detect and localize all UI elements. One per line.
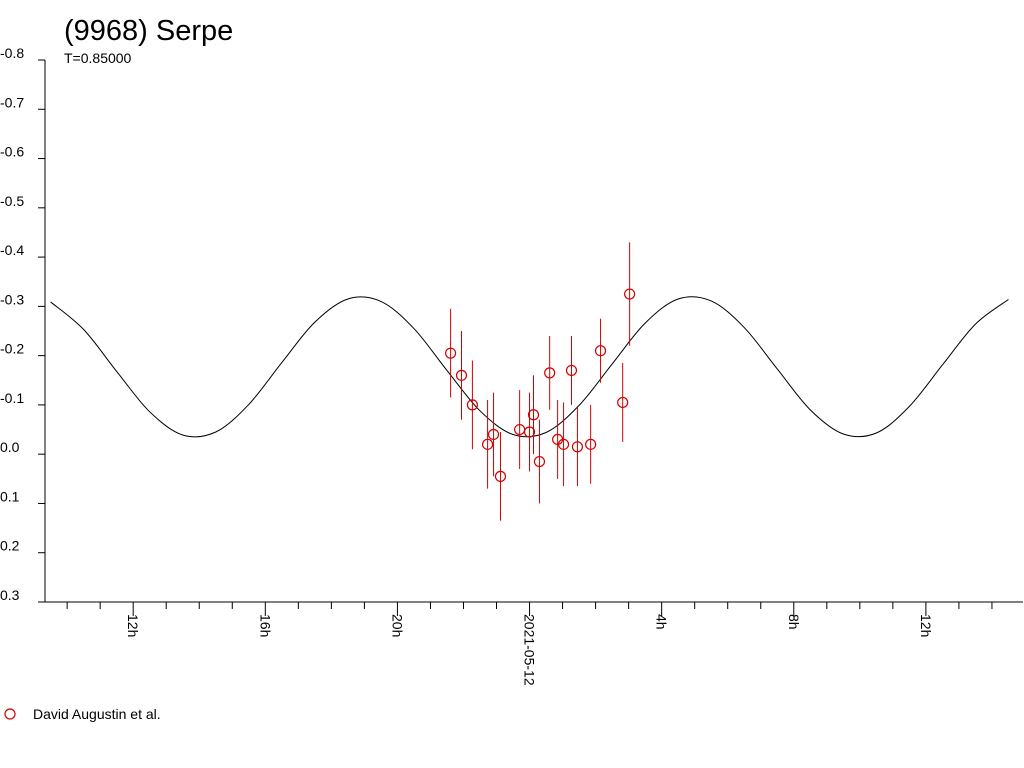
data-point xyxy=(455,369,468,381)
data-point xyxy=(571,441,584,453)
y-tick-label: -0.2 xyxy=(0,341,24,357)
data-point xyxy=(565,364,578,377)
legend-marker xyxy=(4,708,16,720)
x-tick-label: 16h xyxy=(257,614,273,637)
data-point xyxy=(557,438,570,450)
x-tick-label: 8h xyxy=(786,614,802,630)
data-point xyxy=(585,438,597,450)
legend-label: David Augustin et al. xyxy=(33,706,161,722)
y-tick-label: -0.4 xyxy=(0,242,24,258)
y-tick-label: -0.5 xyxy=(0,193,24,209)
y-tick-label: -0.6 xyxy=(0,144,24,160)
x-tick-label: 4h xyxy=(654,614,670,630)
data-point xyxy=(523,426,536,438)
y-tick-label: -0.7 xyxy=(0,94,24,110)
chart-subtitle: T=0.85000 xyxy=(64,50,132,66)
x-tick-label: 20h xyxy=(389,614,405,637)
y-tick-label: 0.2 xyxy=(0,538,20,554)
data-point xyxy=(533,455,546,468)
data-point xyxy=(487,428,500,441)
data-point xyxy=(624,288,636,300)
y-tick-label: -0.8 xyxy=(0,45,24,61)
chart-title: (9968) Serpe xyxy=(64,15,233,47)
data-point xyxy=(494,470,507,482)
y-tick-label: 0.3 xyxy=(0,587,20,603)
data-point xyxy=(481,438,494,450)
y-tick-label: -0.3 xyxy=(0,291,24,307)
data-point xyxy=(544,367,556,379)
data-point xyxy=(594,345,607,357)
data-point xyxy=(466,399,479,411)
x-tick-label: 2021-05-12 xyxy=(522,614,538,686)
y-tick-label: -0.1 xyxy=(0,390,24,406)
data-point xyxy=(527,409,540,421)
data-point xyxy=(617,396,629,409)
x-tick-label: 12h xyxy=(125,614,141,637)
x-tick-label: 12h xyxy=(918,614,934,637)
y-tick-label: 0.1 xyxy=(0,488,20,504)
data-point xyxy=(445,347,457,359)
y-tick-label: 0.0 xyxy=(0,439,20,455)
